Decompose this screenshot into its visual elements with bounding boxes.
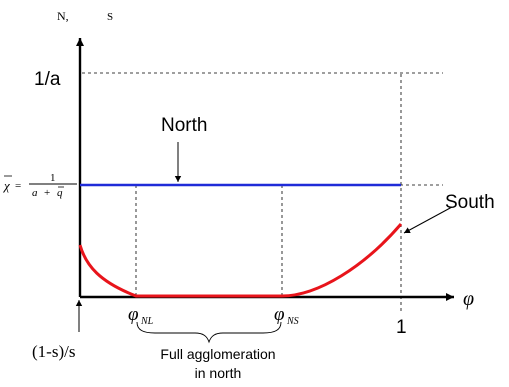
south-label-arrow xyxy=(403,206,453,234)
south-label: South xyxy=(445,192,495,213)
chi-denominator-plus: + xyxy=(44,187,50,199)
x-axis-label-phi: φ xyxy=(463,288,474,310)
phi-nl-subscript: NL xyxy=(140,316,154,327)
phi-ns-label: φ xyxy=(274,304,285,325)
chi-symbol: χ xyxy=(2,178,10,193)
phi-nl-label: φ xyxy=(128,304,139,325)
y-axis-label-s: S xyxy=(107,11,113,23)
annotation-line-1: Full agglomeration xyxy=(160,346,275,362)
y-top-label: 1/a xyxy=(34,69,61,90)
y-axis-label-n: N, xyxy=(57,9,69,23)
chi-denominator-a: a xyxy=(32,187,38,199)
origin-label: (1-s)/s xyxy=(32,342,75,361)
x-end-label: 1 xyxy=(396,317,407,338)
north-label: North xyxy=(161,115,207,136)
phi-ns-subscript: NS xyxy=(286,316,299,327)
chi-numerator: 1 xyxy=(50,172,56,184)
chi-denominator-q: q xyxy=(57,187,63,199)
agglomeration-brace xyxy=(136,321,282,344)
chi-equals: = xyxy=(15,180,21,192)
annotation-line-2: in north xyxy=(195,365,242,381)
south-curve xyxy=(78,223,403,298)
